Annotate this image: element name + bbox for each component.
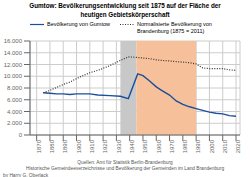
svg-text:8.000: 8.000 bbox=[8, 85, 23, 91]
svg-text:2020: 2020 bbox=[235, 139, 241, 153]
svg-text:12.000: 12.000 bbox=[8, 62, 23, 68]
svg-text:1920: 1920 bbox=[102, 139, 108, 153]
svg-text:2000: 2000 bbox=[209, 139, 215, 153]
svg-text:4.000: 4.000 bbox=[8, 109, 23, 115]
html-text:Quellen: Amt für Statistik Ber: Quellen: Amt für Statistik Berlin-Brande… bbox=[77, 160, 173, 165]
svg-text:2.000: 2.000 bbox=[8, 120, 23, 126]
html-text:Historische Gemeindeeverzeichn: Historische Gemeindeeverzeichnisse und B… bbox=[25, 166, 225, 171]
svg-text:1870: 1870 bbox=[36, 139, 42, 153]
html-text:Brandenburg (1875 = 2011): Brandenburg (1875 = 2011) bbox=[137, 28, 205, 34]
svg-text:1910: 1910 bbox=[89, 139, 95, 153]
svg-text:1880: 1880 bbox=[49, 139, 55, 153]
html-text:Gumtow: Bevölkerungsentwicklun: Gumtow: Bevölkerungsentwicklung seit 187… bbox=[29, 2, 221, 9]
svg-text:6.000: 6.000 bbox=[8, 97, 23, 103]
svg-text:1960: 1960 bbox=[156, 139, 162, 153]
svg-text:0: 0 bbox=[19, 132, 23, 138]
svg-text:1950: 1950 bbox=[142, 139, 148, 153]
html-text:Normalisierte Bevölkerung von: Normalisierte Bevölkerung von bbox=[137, 21, 212, 27]
svg-text:1890: 1890 bbox=[62, 139, 68, 153]
svg-text:1970: 1970 bbox=[169, 139, 175, 153]
svg-text:1930: 1930 bbox=[116, 139, 122, 153]
svg-text:1900: 1900 bbox=[76, 139, 82, 153]
svg-text:2010: 2010 bbox=[222, 139, 228, 153]
html-text:Bevölkerung von Gumtow: Bevölkerung von Gumtow bbox=[47, 21, 110, 27]
svg-text:1990: 1990 bbox=[195, 139, 201, 153]
svg-text:16.000: 16.000 bbox=[8, 38, 23, 44]
svg-text:14.000: 14.000 bbox=[8, 50, 23, 56]
svg-text:1980: 1980 bbox=[182, 139, 188, 153]
html-text:by Harry G. Oberlack: by Harry G. Oberlack bbox=[3, 173, 49, 177]
svg-text:10.000: 10.000 bbox=[8, 73, 23, 79]
svg-text:1940: 1940 bbox=[129, 139, 135, 153]
html-text:heutigen Gebietskörperschaft: heutigen Gebietskörperschaft bbox=[80, 11, 170, 18]
